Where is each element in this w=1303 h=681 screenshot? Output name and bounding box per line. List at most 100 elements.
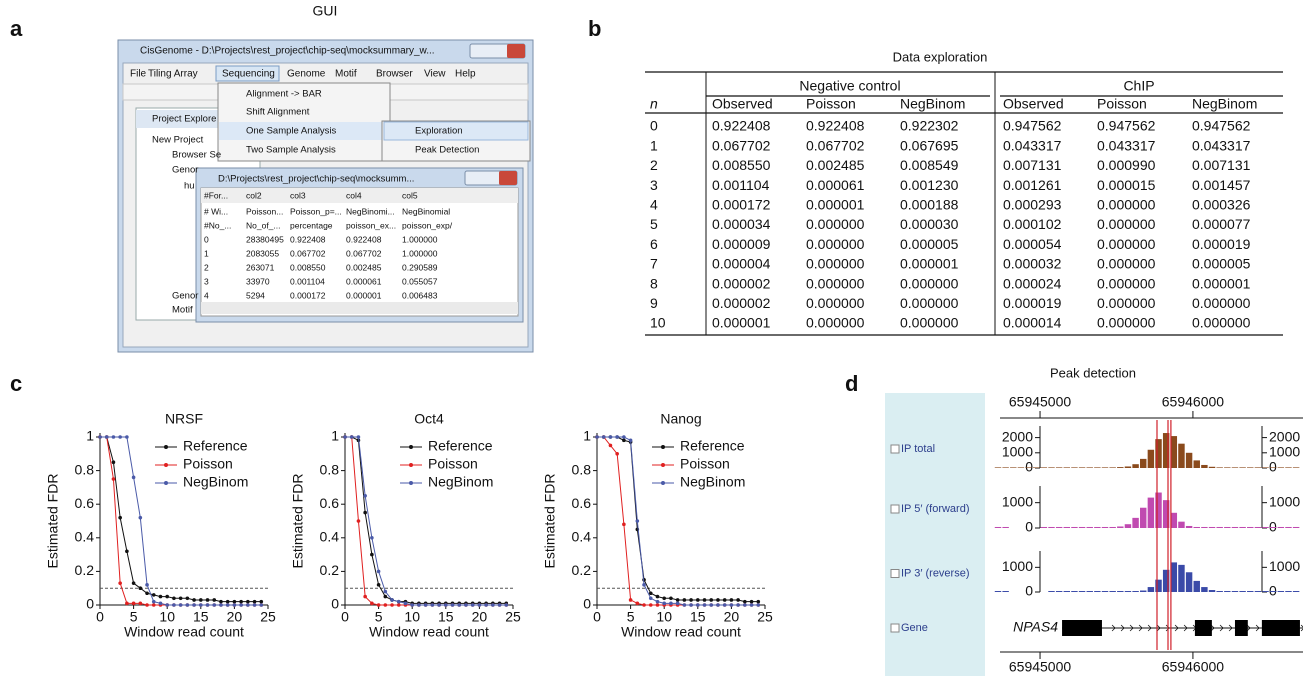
table-cell: 0.007131	[1003, 157, 1062, 173]
track-label: IP 5′ (forward)	[901, 503, 970, 515]
track-label-column	[885, 393, 985, 676]
tree-item: hu	[184, 181, 195, 192]
data-point	[199, 598, 203, 602]
data-point	[743, 603, 747, 607]
bar	[1171, 436, 1177, 468]
table-cell: 0.000000	[1097, 315, 1156, 331]
grid-cell: 0.001104	[290, 276, 325, 286]
y-tick-label: 0.8	[75, 461, 95, 477]
bar	[1194, 460, 1200, 468]
table-cell: 0.000000	[1097, 256, 1156, 272]
data-point	[491, 603, 495, 607]
bar	[1239, 467, 1245, 468]
x-tick-label: 10	[656, 609, 672, 625]
bar	[1109, 591, 1115, 592]
data-point	[622, 439, 626, 443]
data-point	[464, 603, 468, 607]
grid-cell: col4	[346, 190, 362, 200]
bar	[1255, 527, 1261, 528]
bar	[1079, 467, 1085, 468]
bar	[1056, 467, 1062, 468]
table-cell: 6	[650, 236, 658, 252]
table-cell: 0.000077	[1192, 216, 1251, 232]
table-cell: 0.000000	[806, 315, 865, 331]
bar	[1132, 518, 1138, 528]
y-tick-label: 1	[583, 428, 591, 444]
grid-cell: poisson_ex...	[346, 220, 396, 230]
data-point	[676, 602, 680, 606]
data-point	[397, 603, 401, 607]
grid-cell: NegBinomi...	[346, 206, 395, 216]
bar	[1102, 591, 1108, 592]
grid-cell: 33970	[246, 276, 270, 286]
data-point	[649, 596, 653, 600]
grid-cell: 0.006483	[402, 290, 438, 300]
data-point	[105, 435, 109, 439]
data-point	[219, 603, 223, 607]
table-cell: 10	[650, 315, 666, 331]
bar	[1087, 591, 1093, 592]
y-tick-label: 0.2	[572, 562, 592, 578]
legend-marker	[409, 481, 413, 485]
bar	[1064, 467, 1070, 468]
y-tick-label: 0	[583, 596, 591, 612]
bar	[1178, 444, 1184, 468]
bar	[1148, 450, 1154, 468]
table-cell: 0.922408	[712, 118, 771, 134]
data-point	[259, 600, 263, 604]
table-cell: 0.000000	[900, 315, 959, 331]
table-cell: 0.000293	[1003, 197, 1062, 213]
data-point	[478, 603, 482, 607]
table-cell: 0.922302	[900, 118, 959, 134]
y-tick-label: 0.6	[572, 495, 592, 511]
x-tick-label: 15	[193, 609, 209, 625]
grid-cell: col3	[290, 190, 306, 200]
x-tick-label: 10	[159, 609, 175, 625]
table-cell: 0.067702	[712, 137, 771, 153]
table-cell: 0.000001	[900, 256, 959, 272]
data-point	[212, 603, 216, 607]
data-point	[132, 581, 136, 585]
legend-marker	[409, 445, 413, 449]
menu-item: Help	[455, 69, 476, 80]
bar	[1117, 591, 1123, 592]
bar	[1247, 467, 1253, 468]
bar	[1117, 467, 1123, 468]
bar	[1224, 467, 1230, 468]
data-point	[384, 603, 388, 607]
x-tick-label: 25	[260, 609, 276, 625]
bar	[1155, 493, 1161, 528]
bar	[1056, 527, 1062, 528]
data-point	[112, 435, 116, 439]
bar	[1278, 591, 1284, 592]
data-point	[118, 581, 122, 585]
bar	[1262, 527, 1268, 528]
bar	[1262, 467, 1268, 468]
data-point	[622, 523, 626, 527]
bar	[1109, 467, 1115, 468]
menu-item: Sequencing	[222, 69, 275, 80]
grid-cell: 5294	[246, 290, 265, 300]
data-point	[125, 602, 129, 606]
x-tick-label: 5	[130, 609, 138, 625]
x-tick-label: 65946000	[1162, 659, 1225, 675]
exon	[1235, 620, 1248, 636]
table-cell: 0.000005	[900, 236, 959, 252]
grid-cell: 0.008550	[290, 262, 326, 272]
bar	[1148, 587, 1154, 592]
grid-cell: 4	[204, 290, 209, 300]
data-point	[457, 603, 461, 607]
data-point	[609, 444, 613, 448]
y-tick-label: 1000	[1269, 444, 1300, 460]
data-point	[689, 598, 693, 602]
bar	[1025, 467, 1031, 468]
table-cell: 0.067702	[806, 137, 865, 153]
checkbox	[891, 505, 899, 513]
bar	[1216, 591, 1222, 592]
x-tick-label: 20	[227, 609, 243, 625]
bar	[1171, 562, 1177, 592]
data-point	[662, 602, 666, 606]
x-tick-label: 25	[505, 609, 521, 625]
data-point	[397, 600, 401, 604]
data-point	[723, 598, 727, 602]
